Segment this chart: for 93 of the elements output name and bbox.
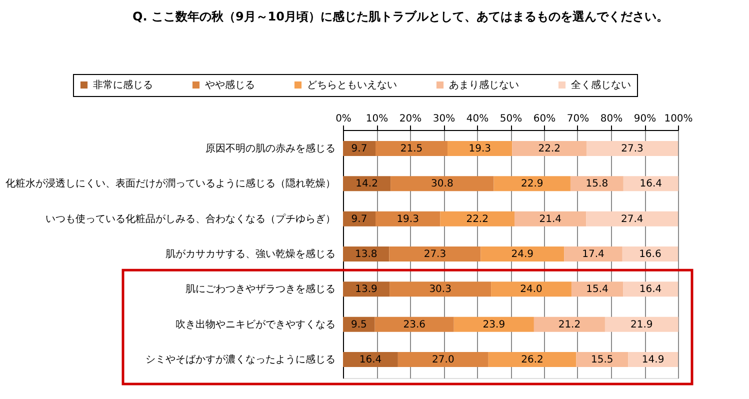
data-label: 21.2	[558, 319, 581, 330]
x-tick-label: 60%	[533, 114, 556, 124]
data-label: 30.3	[429, 284, 452, 296]
bar	[374, 316, 454, 332]
data-label: 14.2	[356, 178, 378, 190]
bar	[491, 282, 572, 297]
data-label: 15.4	[586, 284, 608, 296]
bar	[576, 352, 628, 368]
x-tick-label: 90%	[634, 114, 656, 124]
data-label: 21.9	[630, 319, 653, 330]
y-tick-label: シミやそばかすが濃くなったように感じる	[146, 354, 336, 366]
bar	[375, 140, 448, 156]
bar	[628, 352, 678, 368]
bar	[514, 211, 586, 226]
bar	[390, 176, 494, 192]
data-label: 15.5	[590, 354, 614, 366]
data-label: 27.3	[424, 249, 446, 260]
data-label: 27.0	[432, 354, 454, 366]
data-label: 22.2	[538, 143, 560, 154]
data-label: 21.5	[400, 143, 423, 154]
legend-label: やや感じる	[205, 79, 255, 91]
bar	[512, 140, 587, 156]
data-label: 14.9	[642, 354, 664, 366]
bar	[564, 246, 622, 262]
data-label: 30.8	[431, 178, 454, 190]
x-tick-label: 10%	[366, 114, 388, 124]
bar	[623, 176, 678, 192]
bar	[604, 316, 678, 332]
chart-title: Q. ここ数年の秋（9月～10月頃）に感じた肌トラブルとして、あてはまるものを選んでください。	[132, 10, 668, 24]
data-label: 27.3	[621, 143, 644, 154]
bar	[343, 140, 376, 156]
legend-label: どちらともいえない	[307, 80, 397, 91]
data-label: 23.9	[482, 319, 506, 330]
data-label: 16.4	[640, 178, 662, 190]
data-label: 16.4	[639, 284, 662, 296]
data-label: 17.4	[582, 249, 604, 260]
y-tick-label: 化粧水が浸透しにくい、表面だけが潤っているように感じる（隠れ乾燥）	[6, 178, 336, 190]
bar	[343, 211, 376, 226]
data-label: 13.8	[354, 249, 378, 260]
bar	[343, 352, 398, 368]
data-label: 22.2	[466, 214, 488, 225]
bar	[480, 246, 564, 262]
bar	[390, 282, 492, 297]
x-tick-label: 50%	[500, 114, 522, 124]
data-label: 22.9	[520, 178, 544, 190]
data-label: 9.5	[350, 319, 367, 330]
data-label: 23.6	[403, 319, 426, 330]
bar	[622, 246, 678, 262]
data-label: 13.9	[355, 284, 378, 296]
bar	[398, 352, 488, 368]
bar	[343, 282, 390, 297]
bar	[534, 316, 605, 332]
bar	[440, 211, 515, 226]
y-tick-label: 原因不明の肌の赤みを感じる	[206, 142, 336, 154]
bar	[623, 282, 678, 297]
y-tick-label: 吹き出物やニキビができやすくなる	[176, 318, 336, 330]
x-tick-label: 30%	[432, 114, 456, 124]
data-label: 16.6	[639, 249, 662, 260]
bar	[454, 316, 534, 332]
x-tick-label: 40%	[466, 114, 489, 124]
x-tick-label: 100%	[664, 114, 693, 124]
bar	[494, 176, 570, 192]
data-label: 26.2	[521, 354, 544, 366]
y-tick-label: 肌にごわつきやザラつきを感じる	[186, 283, 336, 296]
bar	[343, 316, 375, 332]
y-tick-label: いつも使っている化粧品がしみる、合わなくなる（プチゆらぎ）	[46, 212, 336, 225]
x-tick-label: 20%	[399, 114, 422, 124]
data-label: 15.8	[586, 178, 608, 190]
data-label: 19.3	[396, 214, 419, 225]
data-label: 19.3	[468, 143, 491, 154]
y-tick-label: 肌がカサカサする、強い乾燥を感じる	[166, 248, 336, 260]
bar	[343, 176, 391, 192]
data-label: 9.7	[351, 143, 368, 154]
data-label: 27.4	[620, 214, 644, 225]
data-label: 24.9	[511, 249, 534, 260]
bar	[389, 246, 481, 262]
data-label: 9.7	[351, 214, 368, 225]
bar	[570, 176, 624, 192]
legend-label: 全く感じない	[571, 79, 631, 91]
data-label: 21.4	[539, 214, 562, 225]
data-label: 24.0	[520, 284, 542, 296]
x-tick-label: 70%	[566, 114, 590, 124]
bar	[586, 140, 678, 156]
x-tick-label: 80%	[600, 114, 623, 124]
bar	[375, 211, 440, 226]
bar	[586, 211, 678, 226]
bar	[488, 352, 576, 368]
x-tick-label: 0%	[336, 114, 352, 124]
legend-label: 非常に感じる	[93, 79, 153, 91]
bar	[571, 282, 624, 297]
legend-label: あまり感じない	[449, 79, 519, 91]
bar	[448, 140, 512, 156]
data-label: 16.4	[359, 354, 382, 366]
